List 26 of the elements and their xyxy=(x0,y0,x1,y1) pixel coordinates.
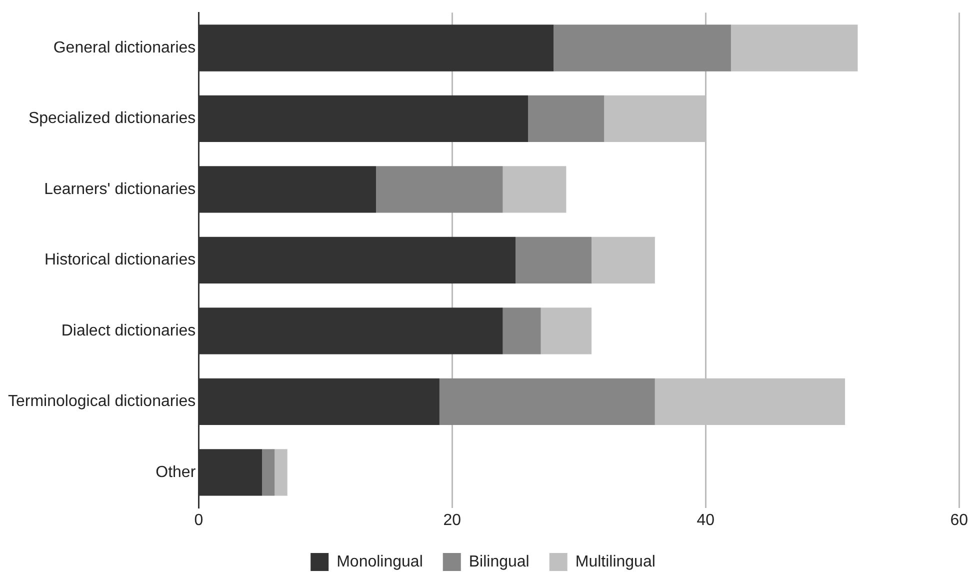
bar xyxy=(516,236,592,284)
bar xyxy=(554,24,731,72)
legend-label: Multilingual xyxy=(575,553,656,570)
bar xyxy=(592,236,655,284)
bar xyxy=(730,24,858,72)
bar xyxy=(502,166,566,213)
x-tick-label: 40 xyxy=(696,512,715,529)
y-tick-label: Specialized dictionaries xyxy=(28,110,196,128)
x-tick-label: 20 xyxy=(443,512,462,529)
y-tick-label: General dictionaries xyxy=(53,39,196,56)
x-tick-label: 0 xyxy=(194,512,204,529)
bar xyxy=(540,308,592,354)
y-tick-label: Other xyxy=(156,464,196,481)
legend-label: Bilingual xyxy=(468,553,530,570)
y-tick-label: Dialect dictionaries xyxy=(61,322,196,340)
bar xyxy=(376,166,503,213)
x-tick-label: 60 xyxy=(950,512,968,529)
bar xyxy=(439,378,655,426)
bar xyxy=(262,449,275,496)
y-tick-label: Historical dictionaries xyxy=(44,252,196,269)
bar xyxy=(502,308,541,354)
legend-label: Monolingual xyxy=(336,553,423,570)
bar xyxy=(274,449,288,496)
y-tick-label: Terminological dictionaries xyxy=(8,393,196,410)
y-tick-label: Learners' dictionaries xyxy=(44,180,196,198)
bar xyxy=(528,95,604,142)
